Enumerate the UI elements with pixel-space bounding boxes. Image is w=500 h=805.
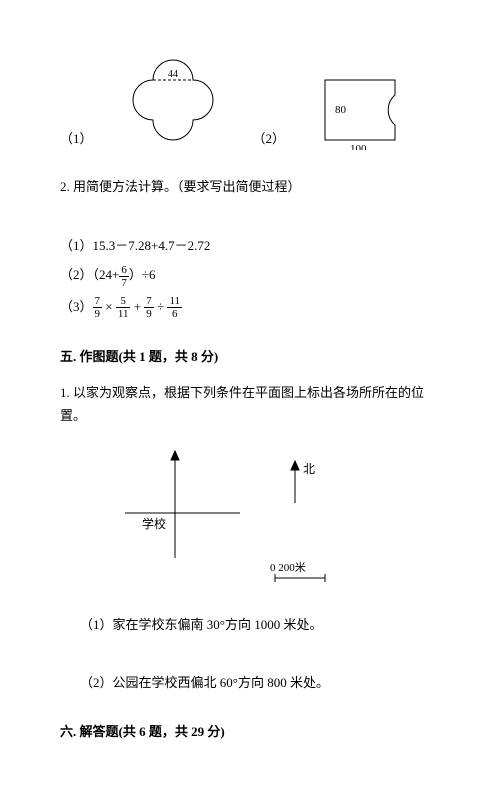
section-5-sub2: （2）公园在学校西偏北 60°方向 800 米处。 (80, 671, 440, 694)
figure-2-rect-notch: 80 100 (315, 70, 405, 150)
problem-2a: （1）15.3－7.28+4.7－2.72 (60, 234, 440, 257)
fig2-label: （2） (253, 127, 286, 150)
figure-1-quatrefoil: 44 (123, 50, 223, 150)
fig2-width: 100 (350, 143, 367, 150)
scale-label: 0 200米 (270, 561, 306, 574)
coord-svg: 学校 北 0 200米 (120, 448, 360, 598)
section-6-title: 六. 解答题(共 6 题，共 29 分) (60, 720, 440, 743)
north-label: 北 (303, 462, 315, 476)
p2c-f4: 116 (167, 295, 182, 320)
section-5-q1: 1. 以家为观察点，根据下列条件在平面图上标出各场所所在的位置。 (60, 381, 440, 428)
section-5-sub1: （1）家在学校东偏南 30°方向 1000 米处。 (80, 613, 440, 636)
fig1-value: 44 (168, 69, 178, 80)
section-5-title: 五. 作图题(共 1 题，共 8 分) (60, 345, 440, 368)
figures-row: （1） 44 （2） 80 100 (60, 50, 440, 150)
fig2-height: 80 (335, 104, 347, 116)
p2b-suffix: ）÷6 (129, 267, 156, 282)
school-label: 学校 (142, 516, 166, 531)
p2c-op1: × (102, 299, 116, 314)
p2c-f1: 79 (93, 295, 103, 320)
p2c-prefix: （3） (60, 299, 93, 314)
diagram-coordinate: 学校 北 0 200米 (120, 448, 440, 598)
p2c-op3: ÷ (154, 299, 168, 314)
fig1-label: （1） (60, 127, 93, 150)
problem-2-title: 2. 用简便方法计算。（要求写出简便过程） (60, 175, 440, 198)
p2b-frac: 67 (119, 264, 129, 289)
p2c-f3: 79 (144, 295, 154, 320)
p2b-prefix: （2）（24+ (60, 267, 119, 282)
problem-2c: （3）79 × 511 + 79 ÷ 116 (60, 295, 440, 321)
p2c-op2: + (130, 299, 144, 314)
p2c-f2: 511 (116, 295, 131, 320)
problem-2b: （2）（24+67）÷6 (60, 263, 440, 289)
